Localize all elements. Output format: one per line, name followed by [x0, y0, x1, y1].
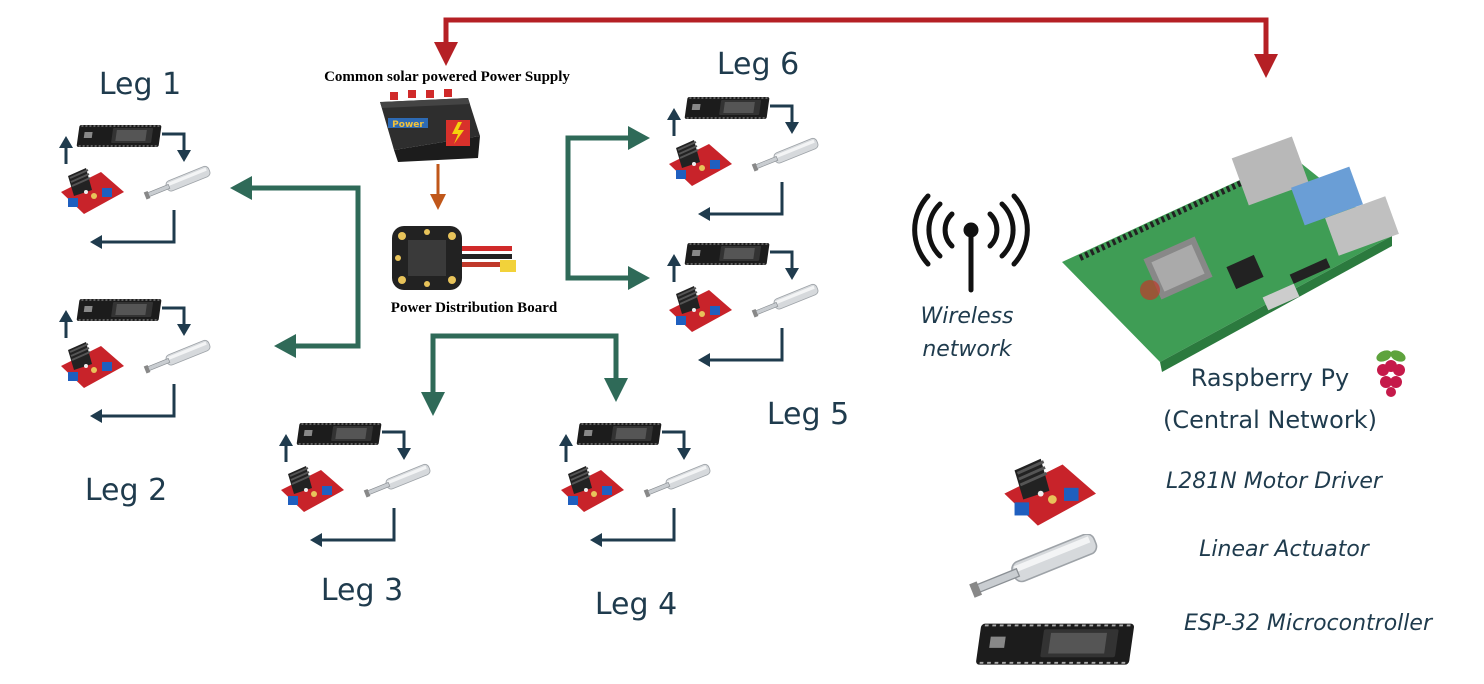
wireless-link-arrow: [434, 17, 1278, 78]
pdb-icon: [392, 226, 516, 290]
raspberry-pi: Raspberry Py (Central Network): [1062, 136, 1406, 434]
legend-actuator: Linear Actuator: [967, 534, 1371, 598]
leg-3: Leg 3: [279, 423, 431, 608]
leg-6: Leg 6: [667, 47, 819, 221]
leg-label: Leg 3: [321, 573, 403, 608]
leg-2: Leg 2: [59, 299, 211, 508]
wireless-label-line2: network: [922, 337, 1013, 362]
rpi-label-line2: (Central Network): [1163, 406, 1377, 434]
wireless-label-line1: Wireless: [920, 304, 1013, 329]
wireless-network: Wireless network: [912, 193, 1030, 362]
legend: L281N Motor Driver Linear Actuator ESP-3…: [967, 457, 1434, 666]
leg-4: Leg 4: [559, 423, 711, 622]
leg-module: [667, 243, 819, 367]
power-distribution-arrows: [248, 135, 630, 396]
legend-motor-driver-label: L281N Motor Driver: [1166, 469, 1384, 494]
motor-driver-icon: [1002, 457, 1098, 528]
power-distribution-board: Power Distribution Board: [391, 226, 558, 316]
leg-5: Leg 5: [667, 243, 849, 432]
legend-esp32-label: ESP-32 Microcontroller: [1184, 611, 1434, 636]
raspberry-pi-board-icon: [1062, 136, 1399, 372]
leg-module: [559, 423, 711, 547]
leg-module: [59, 125, 211, 249]
legend-actuator-label: Linear Actuator: [1199, 537, 1371, 562]
pdb-label: Power Distribution Board: [391, 300, 558, 316]
battery-text: Power: [392, 120, 424, 130]
leg-module: [279, 423, 431, 547]
power-supply-label: Common solar powered Power Supply: [324, 69, 570, 85]
leg-label: Leg 1: [99, 67, 181, 102]
leg-label: Leg 5: [767, 397, 849, 432]
wireless-antenna-icon: [912, 193, 1030, 293]
esp32-icon: [974, 622, 1136, 666]
legend-motor-driver: L281N Motor Driver: [1002, 457, 1384, 528]
leg-module: [667, 97, 819, 221]
leg-label: Leg 2: [85, 473, 167, 508]
legend-esp32: ESP-32 Microcontroller: [974, 611, 1434, 666]
leg-label: Leg 4: [595, 587, 677, 622]
power-distribution-arrowheads: [230, 126, 650, 416]
raspberry-icon: [1376, 350, 1406, 397]
leg-1: Leg 1: [59, 67, 211, 249]
rpi-label-line1: Raspberry Py: [1191, 364, 1349, 392]
leg-label: Leg 6: [717, 47, 799, 82]
battery-icon: Power: [380, 89, 480, 162]
power-supply: Common solar powered Power Supply Power: [324, 69, 570, 210]
linear-actuator-icon: [967, 534, 1100, 598]
leg-module: [59, 299, 211, 423]
